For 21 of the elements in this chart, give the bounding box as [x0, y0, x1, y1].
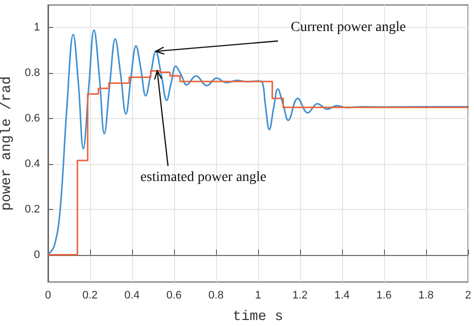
y-tick-label: 1 — [34, 22, 40, 34]
y-tick-label: 0.6 — [24, 112, 40, 125]
x-tick-label: 1.6 — [376, 290, 392, 302]
annotation: Current power angle — [290, 20, 406, 36]
y-tick-label: 0 — [34, 248, 40, 261]
x-tick-label: 0.6 — [166, 290, 182, 302]
annotation: estimated power angle — [140, 170, 266, 186]
y-tick-label: 0.4 — [24, 158, 40, 170]
x-tick-label: 0.8 — [208, 290, 224, 302]
x-tick-label: 0.2 — [82, 290, 98, 302]
x-tick-label: 1.8 — [418, 290, 434, 302]
x-axis-title: time s — [232, 309, 284, 325]
x-tick-label: 0 — [44, 290, 52, 302]
x-tick-label: 2 — [464, 290, 472, 302]
x-tick-label: 1.4 — [334, 290, 350, 302]
x-tick-label: 0.4 — [124, 290, 140, 302]
x-tick-label: 1 — [254, 290, 262, 302]
x-tick-label: 1.2 — [292, 290, 308, 302]
y-axis-title: power angle /rad — [0, 76, 15, 211]
y-tick-label: 0.2 — [24, 203, 40, 216]
y-tick-label: 0.8 — [24, 67, 40, 80]
